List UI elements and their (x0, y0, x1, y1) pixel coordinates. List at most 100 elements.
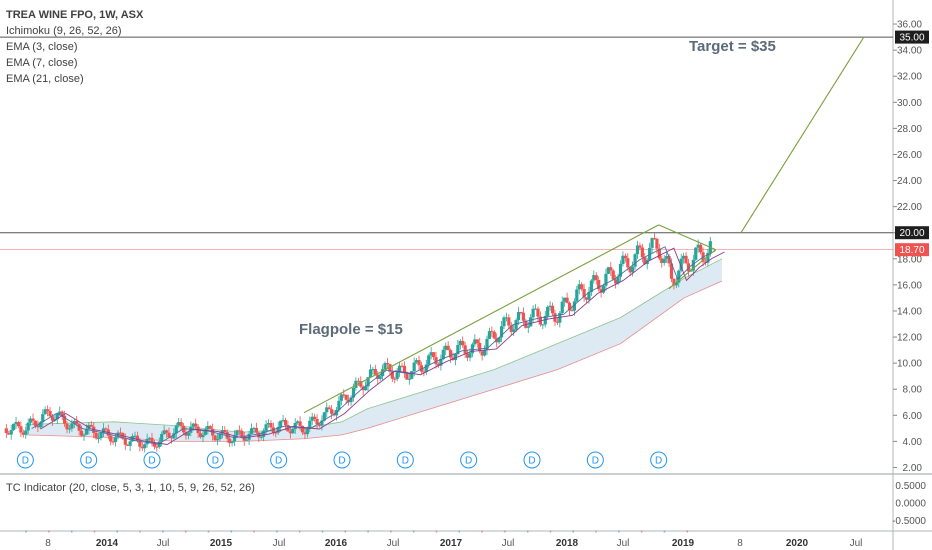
candle-body[interactable] (529, 317, 533, 327)
candle-body[interactable] (169, 437, 174, 439)
candle-body[interactable] (162, 430, 166, 435)
candle-body[interactable] (589, 280, 593, 293)
candle-body[interactable] (618, 264, 623, 277)
candle-body[interactable] (279, 420, 283, 427)
candle-body[interactable] (77, 424, 81, 431)
candle-body[interactable] (405, 373, 409, 380)
candle-body[interactable] (640, 247, 644, 258)
candle-body[interactable] (96, 438, 101, 440)
candle-body[interactable] (281, 420, 285, 422)
candle-body[interactable] (300, 425, 305, 433)
candle-body[interactable] (14, 422, 18, 424)
candle-body[interactable] (414, 360, 419, 363)
candle-body[interactable] (601, 285, 606, 293)
candle-body[interactable] (19, 426, 23, 433)
candle-body[interactable] (499, 326, 504, 338)
candle-body[interactable] (223, 430, 227, 433)
candle-body[interactable] (531, 308, 535, 318)
candle-body[interactable] (160, 434, 164, 442)
candle-body[interactable] (665, 256, 669, 259)
candle-body[interactable] (567, 302, 572, 311)
candle-body[interactable] (262, 430, 266, 437)
trendline-flagpole[interactable] (303, 224, 659, 414)
candle-body[interactable] (232, 435, 237, 442)
candle-body[interactable] (446, 345, 450, 351)
candle-body[interactable] (652, 238, 657, 240)
candle-body[interactable] (691, 259, 695, 271)
candle-body[interactable] (310, 416, 314, 421)
candle-body[interactable] (366, 377, 370, 387)
candle-body[interactable] (230, 441, 234, 444)
candle-body[interactable] (155, 446, 159, 448)
candle-body[interactable] (245, 439, 249, 441)
candle-body[interactable] (507, 317, 511, 326)
candle-body[interactable] (599, 289, 603, 293)
candle-body[interactable] (553, 313, 557, 322)
candle-body[interactable] (349, 397, 353, 403)
candle-body[interactable] (184, 432, 188, 436)
candle-body[interactable] (218, 433, 222, 440)
candle-body[interactable] (633, 254, 637, 267)
trendline-pennant-upper[interactable] (658, 224, 716, 251)
candle-body[interactable] (373, 369, 377, 375)
dividend-marker[interactable] (460, 451, 478, 469)
candle-body[interactable] (143, 444, 147, 449)
candle-body[interactable] (237, 430, 241, 432)
candle-body[interactable] (400, 365, 404, 367)
candle-body[interactable] (317, 424, 322, 426)
candle-body[interactable] (213, 435, 217, 441)
candle-body[interactable] (126, 444, 130, 446)
candle-body[interactable] (412, 362, 416, 372)
tc-indicator-label[interactable]: TC Indicator (20, close, 5, 3, 1, 10, 5,… (6, 482, 255, 494)
candle-body[interactable] (475, 339, 479, 343)
candle-body[interactable] (269, 423, 273, 428)
candle-body[interactable] (487, 331, 492, 339)
candle-body[interactable] (378, 376, 382, 379)
candle-body[interactable] (626, 258, 630, 268)
candle-body[interactable] (441, 349, 445, 360)
candle-body[interactable] (308, 420, 312, 429)
candle-body[interactable] (342, 394, 346, 396)
candle-body[interactable] (470, 344, 475, 354)
candle-body[interactable] (648, 247, 652, 261)
candle-body[interactable] (36, 425, 40, 428)
candle-body[interactable] (604, 273, 608, 286)
candle-body[interactable] (157, 441, 161, 447)
candle-body[interactable] (526, 326, 530, 328)
candle-body[interactable] (67, 428, 72, 430)
candle-body[interactable] (252, 427, 256, 429)
candle-body[interactable] (572, 301, 576, 311)
symbol-title[interactable]: TREA WINE FPO, 1W, ASX (6, 9, 144, 21)
candle-body[interactable] (516, 312, 521, 321)
candle-body[interactable] (395, 372, 399, 379)
candle-body[interactable] (635, 245, 640, 255)
candle-body[interactable] (26, 422, 30, 431)
candle-body[interactable] (417, 360, 421, 366)
candle-body[interactable] (611, 270, 615, 280)
candle-body[interactable] (461, 340, 465, 346)
candle-body[interactable] (706, 252, 710, 263)
candle-body[interactable] (99, 432, 103, 439)
candle-body[interactable] (356, 380, 360, 382)
candle-body[interactable] (264, 424, 268, 431)
trendline-pennant-lower[interactable] (668, 249, 717, 290)
candle-body[interactable] (631, 266, 635, 273)
candle-body[interactable] (623, 255, 627, 259)
candle-body[interactable] (259, 436, 263, 438)
candle-body[interactable] (283, 420, 288, 426)
candle-body[interactable] (152, 442, 157, 447)
candle-body[interactable] (327, 407, 331, 410)
candle-body[interactable] (111, 441, 115, 443)
candle-body[interactable] (75, 420, 79, 425)
candle-body[interactable] (594, 275, 598, 280)
candle-body[interactable] (79, 430, 84, 436)
candle-body[interactable] (337, 400, 341, 411)
candle-body[interactable] (541, 324, 545, 326)
candle-body[interactable] (684, 255, 688, 264)
candle-body[interactable] (383, 363, 387, 370)
candle-body[interactable] (313, 416, 317, 419)
candle-body[interactable] (650, 238, 654, 248)
candle-body[interactable] (393, 378, 397, 380)
candle-body[interactable] (242, 436, 246, 441)
